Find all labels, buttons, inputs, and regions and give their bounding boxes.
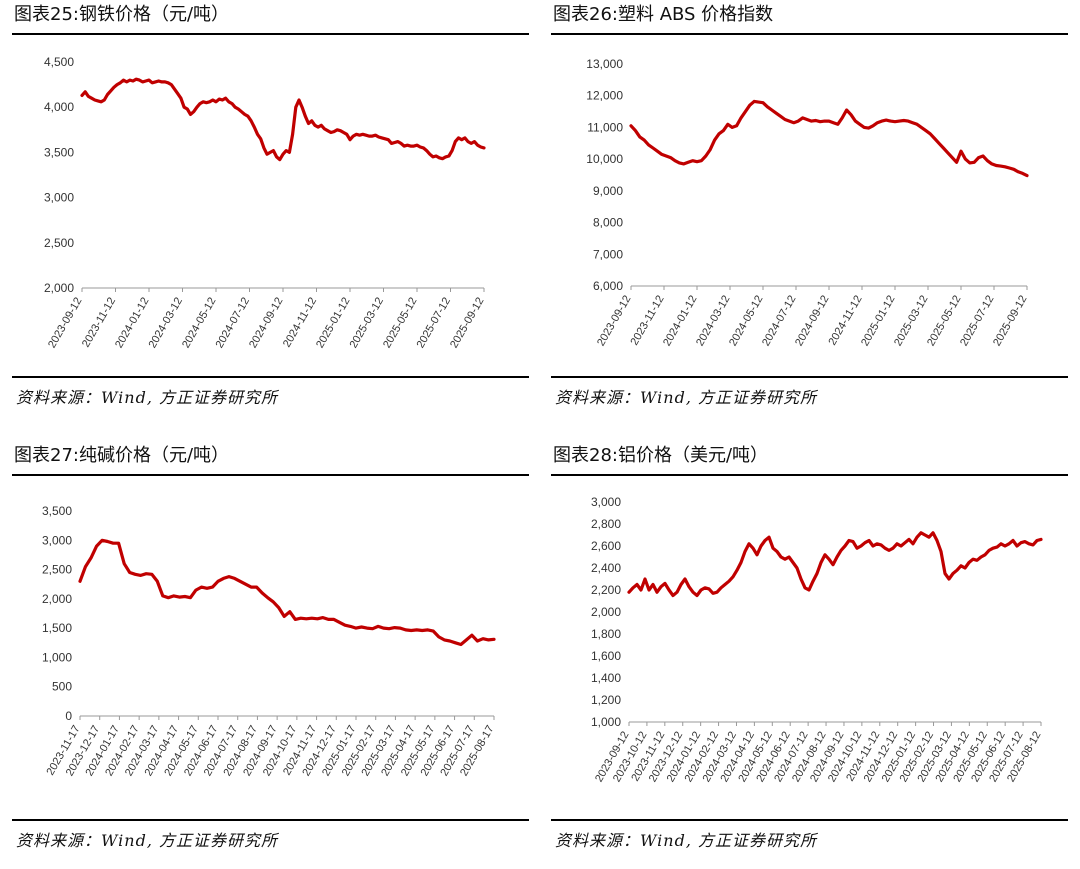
x-tick-label: 2025-01-12 — [859, 294, 898, 349]
source-rule — [551, 376, 1068, 378]
series-line — [629, 99, 1029, 178]
chart-title: 图表28:铝价格（美元/吨） — [553, 445, 769, 466]
y-tick-label: 13,000 — [586, 57, 623, 71]
title-rule — [12, 474, 529, 476]
x-tick-label: 2024-03-12 — [147, 296, 186, 351]
x-tick-label: 2025-09-12 — [448, 296, 487, 351]
y-tick-label: 1,000 — [591, 715, 621, 729]
y-tick-label: 3,000 — [42, 533, 72, 547]
title-rule — [551, 33, 1068, 35]
x-tick-label: 2025-05-12 — [381, 296, 420, 351]
line-chart: 3,000 2,800 2,600 2,400 2,200 2,000 1,800 1,600… — [591, 495, 1044, 784]
x-tick-label: 2024-05-12 — [727, 294, 766, 349]
y-tick-label: 2,200 — [591, 583, 621, 597]
chart-panel-aluminum: 图表28:铝价格（美元/吨） 3,000 2,800 2,600 2,400 2,200… — [551, 441, 1068, 869]
source-note: 资料来源：Wind, 方正证券研究所 — [16, 388, 279, 407]
y-tick-label: 3,500 — [44, 145, 74, 159]
x-tick-label: 2025-05-12 — [925, 294, 964, 349]
y-tick-label: 2,600 — [591, 539, 621, 553]
y-tick-label: 1,400 — [591, 671, 621, 685]
x-tick-label: 2024-11-12 — [826, 294, 864, 348]
x-tick-label: 2024-07-12 — [760, 294, 799, 349]
source-rule — [551, 819, 1068, 821]
x-tick-label: 2024-09-12 — [247, 296, 286, 351]
source-note: 资料来源：Wind, 方正证券研究所 — [555, 831, 818, 850]
y-tick-label: 3,000 — [591, 495, 621, 509]
x-tick-label: 2025-03-12 — [348, 296, 387, 351]
line-chart: 13,000 12,000 11,000 10,000 9,000 8,000 7,000 6… — [586, 57, 1030, 349]
y-tick-label: 2,000 — [42, 592, 72, 606]
chart-panel-steel: 图表25:钢铁价格（元/吨） 4,500 4,000 3,500 3,000 2,500… — [12, 0, 529, 428]
x-tick-label: 2023-09-12 — [46, 296, 85, 351]
y-tick-label: 3,000 — [44, 191, 74, 205]
y-tick-label: 1,200 — [591, 693, 621, 707]
y-tick-label: 2,800 — [591, 517, 621, 531]
y-tick-label: 2,500 — [44, 236, 74, 250]
y-tick-label: 2,000 — [44, 281, 74, 295]
y-tick-label: 1,800 — [591, 627, 621, 641]
series-line — [78, 538, 496, 647]
y-tick-label: 2,000 — [591, 605, 621, 619]
chart-title: 图表25:钢铁价格（元/吨） — [14, 4, 230, 25]
source-rule — [12, 819, 529, 821]
x-tick-label: 2023-11-12 — [628, 294, 666, 348]
y-tick-label: 9,000 — [593, 184, 623, 198]
y-tick-label: 4,500 — [44, 55, 74, 69]
chart-title: 图表26:塑料 ABS 价格指数 — [553, 4, 774, 25]
y-tick-label: 10,000 — [586, 152, 623, 166]
source-rule — [12, 376, 529, 378]
chart-panel-soda-ash: 图表27:纯碱价格（元/吨） 3,500 3,000 2,500 2,000 1,500… — [12, 441, 529, 869]
x-tick-label: 2023-11-12 — [80, 296, 118, 350]
source-note: 资料来源：Wind, 方正证券研究所 — [555, 388, 818, 407]
y-tick-label: 500 — [52, 680, 72, 694]
y-tick-label: 4,000 — [44, 100, 74, 114]
x-tick-label: 2024-01-12 — [661, 294, 700, 349]
y-tick-label: 1,600 — [591, 649, 621, 663]
y-tick-label: 0 — [65, 709, 72, 723]
source-note: 资料来源：Wind, 方正证券研究所 — [16, 831, 279, 850]
x-tick-label: 2025-07-12 — [958, 294, 997, 349]
title-rule — [551, 474, 1068, 476]
line-chart: 4,500 4,000 3,500 3,000 2,500 2,0002023-09-12… — [44, 55, 487, 351]
x-tick-label: 2023-09-12 — [595, 294, 634, 349]
y-tick-label: 12,000 — [586, 89, 623, 103]
series-line — [80, 77, 486, 162]
x-tick-label: 2024-07-12 — [214, 296, 253, 351]
x-tick-label: 2025-09-12 — [991, 294, 1030, 349]
x-tick-label: 2025-03-12 — [892, 294, 931, 349]
y-tick-label: 7,000 — [593, 247, 623, 261]
x-tick-label: 2025-01-12 — [314, 296, 353, 351]
x-tick-label: 2024-03-12 — [694, 294, 733, 349]
y-tick-label: 11,000 — [587, 120, 623, 134]
title-rule — [12, 33, 529, 35]
chart-panel-abs: 图表26:塑料 ABS 价格指数 13,000 12,000 11,000 10,00… — [551, 0, 1068, 428]
y-tick-label: 3,500 — [42, 504, 72, 518]
x-tick-label: 2024-01-12 — [113, 296, 152, 351]
x-tick-label: 2024-11-12 — [281, 296, 319, 350]
y-tick-label: 8,000 — [593, 216, 623, 230]
y-tick-label: 2,500 — [42, 563, 72, 577]
x-tick-label: 2025-07-12 — [415, 296, 454, 351]
x-tick-label: 2024-05-12 — [180, 296, 219, 351]
line-chart: 3,5003,0002,5002,0001,5001,00050002023-1… — [42, 504, 497, 778]
y-tick-label: 2,400 — [591, 561, 621, 575]
y-tick-label: 6,000 — [593, 279, 623, 293]
series-line — [627, 531, 1043, 598]
y-tick-label: 1,000 — [42, 650, 72, 664]
chart-title: 图表27:纯碱价格（元/吨） — [14, 445, 230, 466]
x-tick-label: 2024-09-12 — [793, 294, 832, 349]
y-tick-label: 1,500 — [42, 621, 72, 635]
